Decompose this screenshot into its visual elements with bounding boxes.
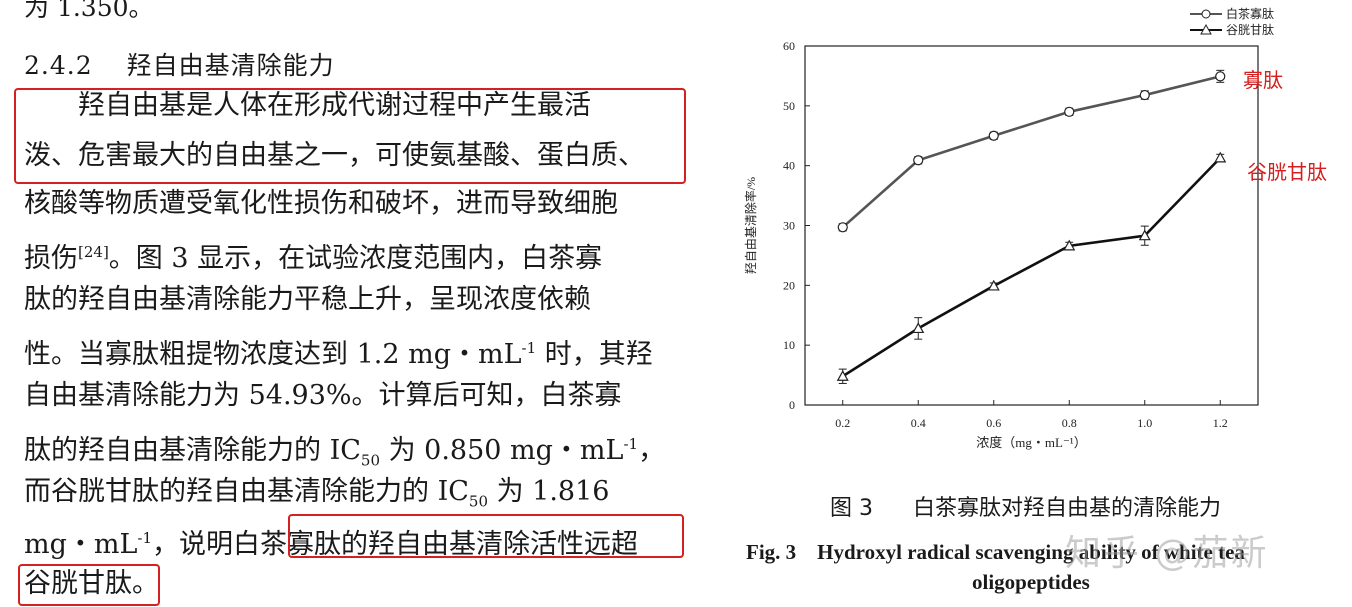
annotation-oligopeptide: 寡肽 (1243, 68, 1283, 92)
text-span: 。图 3 显示，在试验浓度范围内，白茶寡 (108, 243, 603, 274)
x-tick-label: 0.6 (986, 416, 1001, 430)
data-point-triangle (1138, 229, 1151, 241)
text-span: ， (638, 435, 666, 466)
figure-caption-en-line2: oligopeptides (972, 570, 1090, 594)
series-line (841, 75, 1221, 229)
subscript: 50 (360, 451, 380, 470)
subscript: 50 (468, 492, 488, 511)
watermark: 知乎 @茄新 (1065, 533, 1269, 574)
plot-frame (804, 45, 1259, 406)
text-fragment-top: 为 1.350。 (24, 0, 154, 22)
annotation-glutathione: 谷胱甘肽 (1247, 160, 1327, 184)
figure-caption-en-line1: Fig. 3 Hydroxyl radical scavenging abili… (746, 540, 1245, 564)
paragraph-line-2: 泼、危害最大的自由基之一，可使氨基酸、蛋白质、 (24, 140, 645, 171)
paragraph-line-8: 肽的羟自由基清除能力的 IC50 为 0.850 mg・mL-1， (24, 428, 665, 476)
paragraph-line-5: 肽的羟自由基清除能力平稳上升，呈现浓度依赖 (24, 284, 591, 315)
data-point-circle (1215, 71, 1226, 82)
figure-number: 图 3 (830, 496, 873, 521)
text-span: 时，其羟 (536, 339, 653, 370)
y-tick-label: 30 (783, 219, 795, 233)
y-tick-label: 10 (783, 338, 795, 352)
x-tick-label: 1.0 (1137, 416, 1152, 430)
citation-ref: [24] (78, 243, 109, 261)
text-span: 肽的羟自由基清除能力的 IC (24, 435, 361, 466)
figure-caption-cn: 图 3 白茶寡肽对羟自由基的清除能力 (830, 490, 1221, 522)
x-axis-label: 浓度（mg・mL⁻¹） (976, 435, 1086, 450)
paragraph-line-1: 羟自由基是人体在形成代谢过程中产生最活 (24, 90, 591, 121)
chart-series (836, 69, 1227, 384)
highlight-box-conclusion-1 (288, 514, 684, 558)
highlight-box-definition (14, 88, 686, 184)
paragraph-line-4: 损伤[24]。图 3 显示，在试验浓度范围内，白茶寡 (24, 236, 602, 275)
y-tick-label: 0 (789, 398, 795, 412)
x-tick-label: 0.8 (1062, 416, 1077, 430)
x-tick-label: 0.2 (835, 416, 850, 430)
superscript: -1 (137, 529, 153, 547)
section-title: 羟自由基清除能力 (126, 51, 335, 80)
superscript: -1 (521, 339, 537, 357)
data-point-triangle (912, 322, 925, 334)
y-tick-label: 20 (783, 278, 795, 292)
legend-label: 白茶寡肽 (1226, 6, 1274, 21)
paragraph-line-11: 谷胱甘肽。 (24, 568, 159, 599)
data-point-circle (1139, 89, 1150, 101)
text-span: mg・mL (24, 529, 138, 560)
text-span: 为 0.850 mg・mL (380, 435, 624, 466)
x-tick-label: 1.2 (1213, 416, 1228, 430)
section-number: 2.4.2 (24, 51, 93, 80)
y-axis-label: 羟自由基清除率/% (743, 177, 758, 274)
text-span: ，说明白茶寡肽的羟自由基清除活性远超 (152, 529, 639, 560)
y-tick-label: 40 (783, 159, 795, 173)
text-span: 而谷胱甘肽的羟自由基清除能力的 IC (24, 476, 469, 507)
chart-axes: 0 10 20 30 40 50 60 0.2 0.4 0.6 0.8 1.0 1.2 浓度（mg・mL⁻… (743, 39, 1259, 450)
paragraph-line-3: 核酸等物质遭受氧化性损伤和破坏，进而导致细胞 (24, 188, 618, 219)
article-text: 为 1.350。 2.4.2 羟自由基清除能力 羟自由基是人体在形成代谢过程中产生… (14, 0, 686, 606)
data-point-triangle (1063, 239, 1076, 251)
paragraph-line-6: 性。当寡肽粗提物浓度达到 1.2 mg・mL-1 时，其羟 (24, 332, 653, 371)
y-tick-label: 60 (783, 39, 795, 53)
highlight-box-conclusion-2 (18, 564, 160, 606)
text-span: 为 1.816 (488, 476, 610, 507)
series-line (842, 156, 1222, 378)
superscript: -1 (623, 435, 639, 453)
legend-label: 谷胱甘肽 (1226, 22, 1274, 37)
figure-caption-title: 白茶寡肽对羟自由基的清除能力 (913, 496, 1222, 521)
y-tick-label: 50 (783, 99, 795, 113)
data-point-triangle (987, 279, 1000, 291)
data-point-circle (913, 155, 924, 166)
text-span: 损伤 (24, 243, 78, 274)
legend-marker-triangle (1200, 23, 1212, 35)
section-heading: 2.4.2 羟自由基清除能力 (24, 46, 335, 82)
paragraph-line-7: 自由基清除能力为 54.93%。计算后可知，白茶寡 (24, 380, 622, 411)
data-point-circle (1064, 106, 1075, 117)
text-span: 性。当寡肽粗提物浓度达到 1.2 mg・mL (24, 339, 522, 370)
data-point-circle (988, 130, 999, 141)
paragraph-line-10: mg・mL-1，说明白茶寡肽的羟自由基清除活性远超 (24, 522, 638, 561)
legend-marker-circle (1201, 9, 1211, 19)
paragraph-line-9: 而谷胱甘肽的羟自由基清除能力的 IC50 为 1.816 (24, 476, 609, 517)
data-point-triangle (836, 370, 849, 381)
data-point-circle (837, 222, 848, 233)
x-tick-label: 0.4 (911, 416, 926, 430)
data-point-triangle (1214, 151, 1227, 163)
